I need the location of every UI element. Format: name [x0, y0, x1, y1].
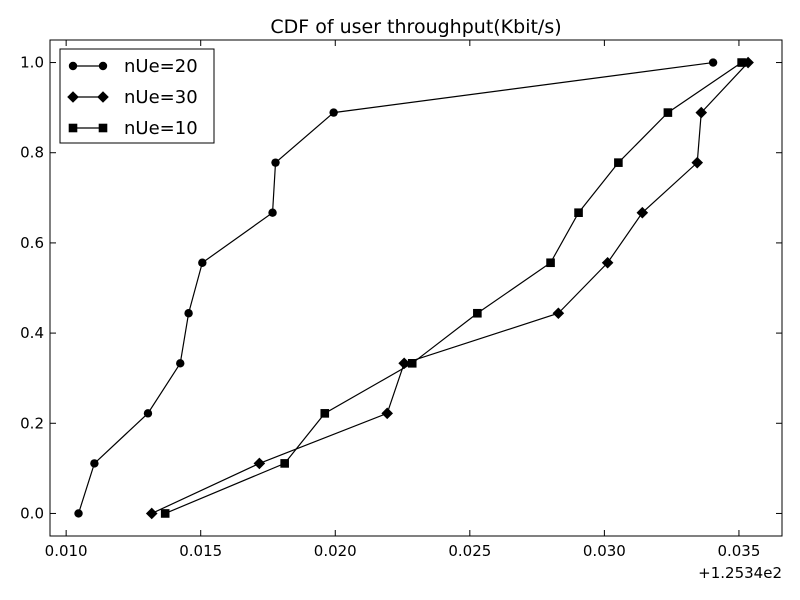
data-point	[663, 108, 673, 117]
data-point	[329, 108, 338, 117]
data-point	[280, 459, 289, 468]
data-point	[695, 106, 708, 119]
series-line	[164, 62, 742, 515]
data-point	[614, 158, 623, 167]
data-point	[708, 58, 718, 67]
legend-marker	[68, 123, 78, 133]
data-point	[271, 158, 280, 167]
legend-entry: nUe=20	[68, 56, 198, 77]
data-point	[143, 409, 153, 418]
x-tick-label: 0.035	[717, 542, 760, 560]
data-point	[320, 409, 330, 418]
series-line	[77, 61, 714, 514]
y-tick-label: 1.0	[20, 54, 44, 72]
legend-label: nUe=20	[124, 56, 198, 77]
data-point	[737, 58, 746, 67]
data-point	[90, 459, 99, 468]
y-tick-label: 0.0	[20, 504, 44, 522]
data-point	[636, 206, 649, 219]
legend-entry: nUe=30	[67, 87, 198, 108]
series-nUe=20	[74, 58, 718, 518]
legend-marker	[98, 61, 108, 71]
ticks-layer: 0.010 0.015 0.020 0.025 0.030 0.035 0.0 0.2 0.4 0…	[20, 40, 782, 560]
data-point	[407, 359, 417, 368]
y-tick-label: 0.4	[20, 324, 44, 342]
data-point	[601, 256, 614, 269]
data-point	[176, 359, 185, 368]
y-tick-label: 0.6	[20, 234, 44, 252]
x-tick-label: 0.030	[583, 542, 626, 560]
y-tick-label: 0.2	[20, 414, 44, 432]
data-point	[160, 509, 170, 518]
data-point	[145, 507, 158, 520]
legend-marker	[67, 91, 79, 103]
data-point	[198, 258, 207, 267]
data-point	[574, 208, 583, 217]
series-nUe=30	[145, 56, 754, 520]
data-point	[253, 457, 266, 470]
legend-entry: nUe=10	[68, 118, 198, 139]
series-nUe=10	[160, 58, 746, 518]
data-point	[381, 407, 394, 420]
legend-label: nUe=10	[124, 118, 198, 139]
x-tick-label: 0.020	[314, 542, 357, 560]
legend: nUe=20 nUe=30 nUe=10	[59, 48, 215, 144]
x-offset-label: +1.2534e2	[698, 564, 782, 582]
x-tick-label: 0.025	[448, 542, 491, 560]
series-line	[151, 62, 749, 514]
y-tick-label: 0.8	[20, 144, 44, 162]
legend-marker	[98, 123, 108, 133]
legend-label: nUe=30	[124, 87, 198, 108]
legend-marker	[97, 91, 109, 103]
plot-frame	[49, 39, 783, 537]
data-point	[691, 156, 704, 169]
data-point	[398, 357, 410, 370]
data-point	[546, 258, 555, 268]
x-tick-label: 0.010	[45, 542, 88, 560]
legend-box	[59, 48, 215, 144]
data-point	[184, 309, 193, 318]
data-point	[268, 208, 277, 217]
legend-marker	[68, 61, 78, 71]
data-point	[552, 307, 565, 320]
chart-title: CDF of user throughput(Kbit/s)	[270, 16, 561, 38]
series-layer	[74, 56, 754, 520]
data-point	[742, 56, 754, 69]
data-point	[473, 308, 482, 318]
x-tick-label: 0.015	[179, 542, 222, 560]
data-point	[74, 509, 83, 518]
